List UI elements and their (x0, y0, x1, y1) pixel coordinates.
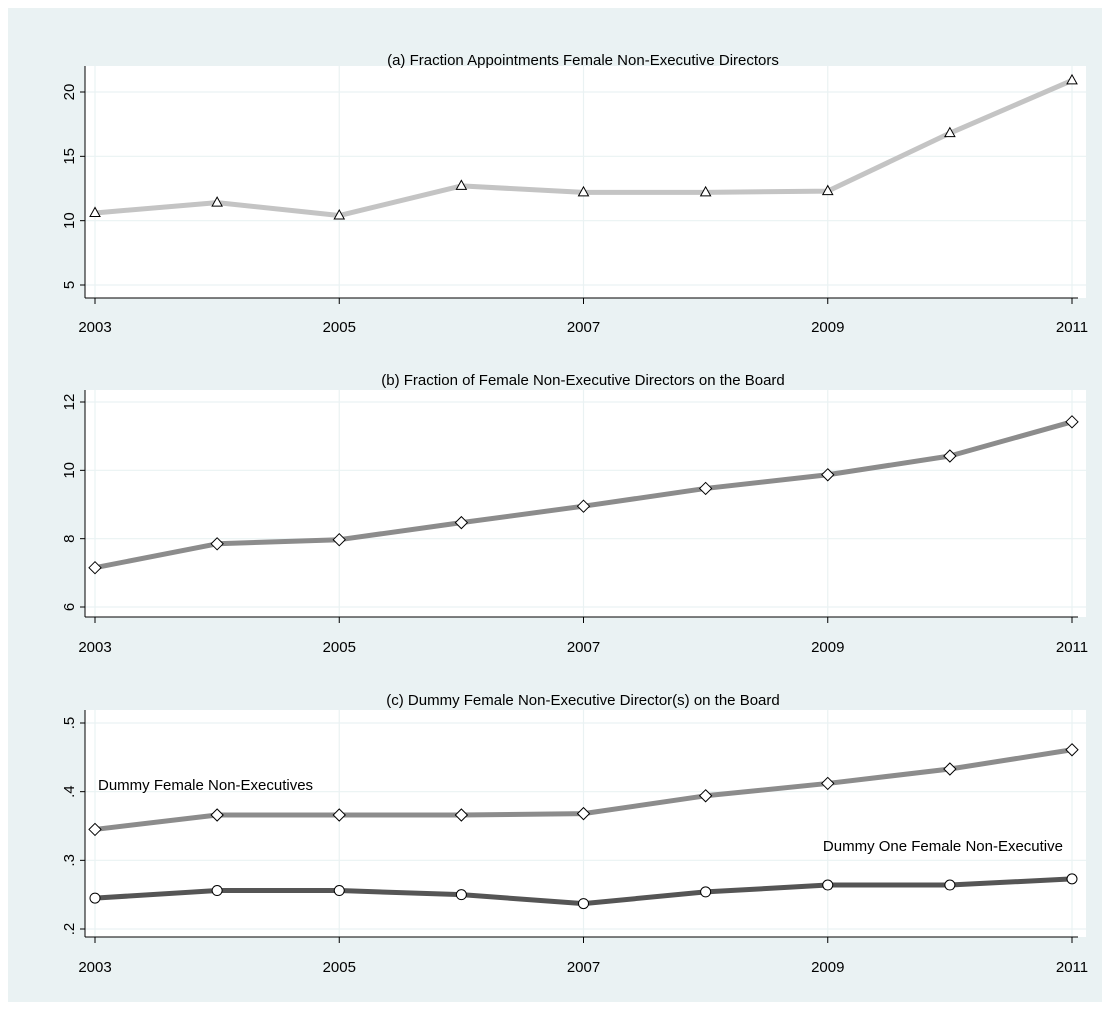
data-point-diamond (1065, 415, 1079, 429)
data-point-triangle (333, 208, 346, 220)
x-tick-label: 2009 (811, 639, 844, 656)
y-tick-label: 10 (61, 212, 78, 229)
data-point-circle (700, 886, 712, 898)
data-point-triangle (211, 196, 223, 207)
chart-title: (a) Fraction Appointments Female Non-Exe… (387, 52, 779, 69)
grid-layer (85, 66, 1086, 298)
data-point-circle (89, 892, 101, 904)
x-tick-label: 2005 (323, 639, 356, 656)
y-tick-label: 6 (61, 603, 78, 611)
data-point-diamond (332, 532, 346, 547)
data-point-circle (1066, 873, 1078, 885)
x-tick-label: 2009 (811, 319, 844, 336)
chart-title: (b) Fraction of Female Non-Executive Dir… (381, 372, 785, 389)
y-tick-label: 12 (61, 394, 78, 411)
panel-b: 6 8 10 12 2003 2005 2007 2009 2011 (b) Fraction o… (61, 372, 1088, 656)
y-tick-label: .5 (61, 717, 78, 730)
data-point-circle (211, 885, 223, 897)
x-tick-label: 2011 (1056, 959, 1088, 976)
data-point-diamond (698, 789, 713, 803)
data-point-triangle (821, 184, 834, 196)
data-point-triangle (1066, 73, 1078, 85)
data-point-circle (578, 898, 589, 910)
y-tick-label: 10 (61, 462, 78, 479)
data-point-triangle (577, 185, 590, 197)
data-point-diamond (210, 808, 224, 822)
y-tick-label: 8 (61, 534, 78, 542)
x-tick-label: 2009 (811, 959, 844, 976)
data-point-diamond (210, 537, 224, 551)
data-point-diamond (576, 499, 591, 513)
data-point-circle (822, 879, 834, 891)
chart-title: (c) Dummy Female Non-Executive Director(… (386, 692, 779, 709)
data-point-circle (944, 879, 956, 891)
y-tick-label: 15 (61, 148, 78, 165)
data-point-diamond (454, 515, 469, 530)
data-point-diamond (88, 822, 102, 837)
x-tick-label: 2007 (567, 319, 600, 336)
data-point-triangle (89, 206, 101, 217)
panel-a: 5 10 15 20 2003 2005 2007 2009 2011 (a) Fraction … (61, 52, 1088, 336)
data-point-diamond (332, 808, 346, 822)
data-point-diamond (576, 806, 591, 821)
plot-area (85, 66, 1086, 298)
data-point-diamond (698, 481, 713, 496)
charts-svg: 5 10 15 20 2003 2005 2007 2009 2011 (a) Fraction … (61, 52, 1088, 976)
series-label-dummy-female-non-executives: Dummy Female Non-Executives (98, 777, 313, 794)
data-point-diamond (88, 561, 102, 575)
x-tick-label: 2011 (1056, 639, 1088, 656)
x-tick-label: 2007 (567, 959, 600, 976)
data-point-diamond (943, 449, 957, 463)
x-tick-label: 2007 (567, 639, 600, 656)
x-tick-label: 2003 (78, 319, 111, 336)
figure-background: 5 10 15 20 2003 2005 2007 2009 2011 (a) Fraction … (8, 8, 1102, 1002)
y-tick-label: 5 (61, 281, 78, 289)
x-tick-label: 2005 (323, 319, 356, 336)
data-point-triangle (455, 179, 468, 190)
data-point-diamond (1065, 743, 1079, 757)
data-point-diamond (454, 808, 469, 822)
x-tick-label: 2003 (78, 639, 111, 656)
series-label-dummy-one-female-non-executive: Dummy One Female Non-Executive (823, 838, 1063, 855)
x-tick-label: 2005 (323, 959, 356, 976)
data-point-diamond (821, 468, 835, 482)
data-point-circle (455, 889, 467, 901)
data-point-triangle (699, 185, 712, 197)
y-tick-label: .2 (61, 923, 78, 936)
x-tick-label: 2003 (78, 959, 111, 976)
data-point-circle (333, 885, 345, 897)
data-point-diamond (821, 776, 835, 791)
data-point-triangle (944, 126, 956, 138)
y-tick-label: .3 (61, 854, 78, 867)
y-tick-label: .4 (61, 785, 78, 798)
data-point-diamond (943, 762, 957, 776)
y-tick-label: 20 (61, 84, 78, 101)
x-tick-label: 2011 (1056, 319, 1088, 336)
panel-c: .2 .3 .4 .5 2003 2005 2007 2009 2011 (c) Dummy Fe… (61, 692, 1088, 976)
